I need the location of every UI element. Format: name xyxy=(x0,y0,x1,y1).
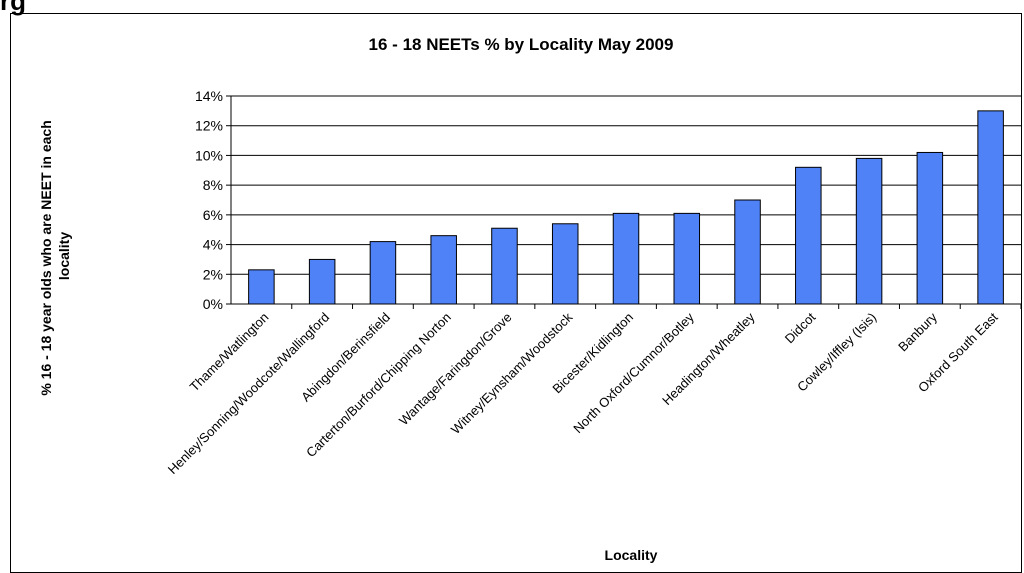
bar xyxy=(795,166,822,305)
x-tick-label: Banbury xyxy=(895,309,940,354)
bar xyxy=(248,269,275,305)
bar xyxy=(308,258,336,305)
bar-chart: 16 - 18 NEETs % by Locality May 2009 0% 2… xyxy=(38,35,1022,563)
y-tick-label: 0% xyxy=(203,296,223,312)
y-tick-label: 10% xyxy=(195,147,223,163)
chart-frame: 16 - 18 NEETs % by Locality May 2009 0% 2… xyxy=(10,13,1022,573)
x-tick-label: North Oxford/Cumnor/Botley xyxy=(570,309,697,436)
x-tick-label: Didcot xyxy=(782,309,819,346)
bar xyxy=(734,199,761,305)
y-axis-label-line-1: % 16 - 18 year olds who are NEET in each xyxy=(38,120,54,395)
x-axis: Thame/WatlingtonHenley/Sonning/Woodcote/… xyxy=(165,303,1022,477)
cropped-heading-text: rg xyxy=(0,0,26,16)
x-tick-label: Witney/Eynsham/Woodstock xyxy=(448,309,576,437)
bar xyxy=(855,157,883,305)
y-tick-label: 2% xyxy=(203,266,223,282)
y-axis-label: % 16 - 18 year olds who are NEET in each… xyxy=(38,116,72,395)
x-axis-label: Locality xyxy=(605,547,658,563)
bar xyxy=(916,151,944,305)
y-tick-label: 12% xyxy=(195,118,223,134)
bar xyxy=(491,227,518,305)
y-tick-label: 14% xyxy=(195,88,223,104)
y-tick-label: 8% xyxy=(203,177,223,193)
y-axis: 0% 2% 4% 6% 8% 10% 12% 14% xyxy=(195,88,232,312)
bar xyxy=(369,241,397,305)
y-tick-label: 4% xyxy=(203,237,223,253)
bar xyxy=(612,212,640,305)
bar xyxy=(673,212,701,305)
bar xyxy=(551,223,579,305)
chart-title: 16 - 18 NEETs % by Locality May 2009 xyxy=(369,35,674,54)
bar xyxy=(977,110,1004,305)
bar xyxy=(430,235,457,305)
x-tick-label: Wantage/Faringdon/Grove xyxy=(396,310,515,429)
y-axis-label-line-2: locality xyxy=(56,232,72,280)
bars-group xyxy=(248,110,1004,305)
y-tick-label: 6% xyxy=(203,207,223,223)
